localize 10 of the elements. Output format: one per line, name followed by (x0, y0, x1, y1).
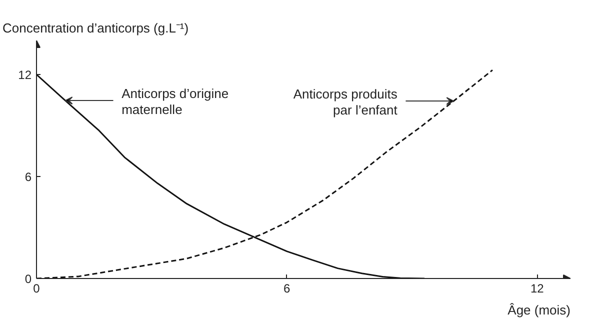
y-axis-title: Concentration d’anticorps (g.L⁻¹) (2, 20, 189, 36)
x-tick-label: 0 (33, 282, 40, 296)
y-tick-label: 12 (18, 68, 32, 82)
annotation: Anticorps produits par l’enfant (293, 86, 398, 118)
y-tick-label: 6 (24, 170, 32, 184)
y-tick-label: 0 (24, 272, 32, 286)
annotation: Anticorps d’origine maternelle (122, 86, 229, 118)
x-tick-label: 6 (283, 282, 290, 296)
x-tick-label: 12 (530, 282, 544, 296)
x-axis-title: Âge (mois) (508, 302, 571, 318)
